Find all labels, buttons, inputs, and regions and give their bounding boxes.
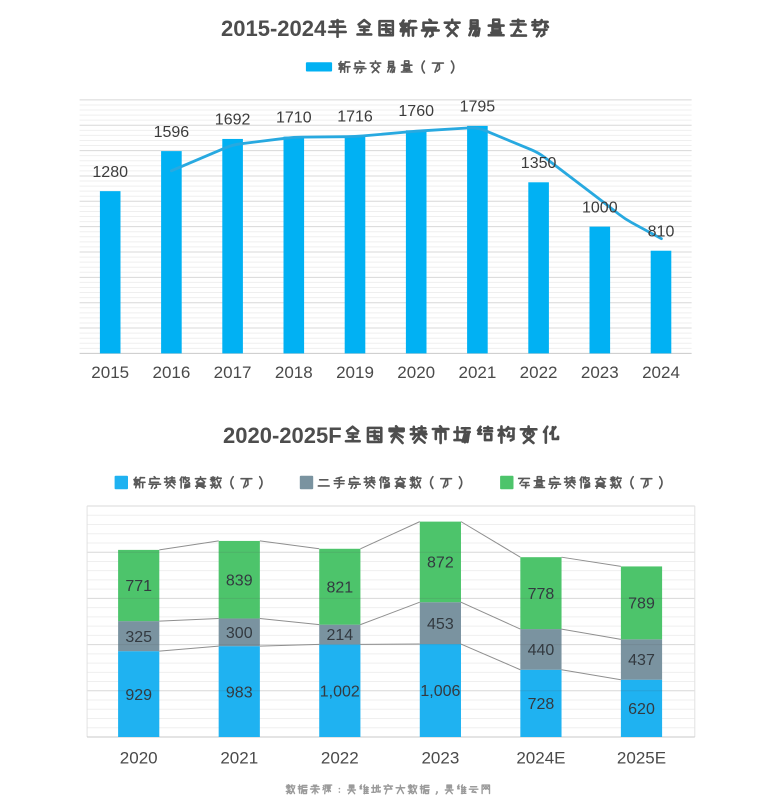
svg-text:300: 300 bbox=[226, 625, 253, 642]
svg-text:2020: 2020 bbox=[120, 749, 158, 768]
svg-text:1000: 1000 bbox=[582, 199, 618, 216]
svg-text:1760: 1760 bbox=[398, 103, 434, 120]
svg-text:821: 821 bbox=[326, 579, 353, 596]
svg-text:2024: 2024 bbox=[642, 363, 680, 382]
svg-text:437: 437 bbox=[628, 652, 655, 669]
svg-text:1692: 1692 bbox=[215, 112, 251, 129]
svg-text:929: 929 bbox=[125, 687, 152, 704]
svg-text:2018: 2018 bbox=[275, 363, 313, 382]
svg-text:771: 771 bbox=[125, 578, 152, 595]
svg-text:839: 839 bbox=[226, 572, 253, 589]
svg-text:2022: 2022 bbox=[520, 363, 558, 382]
svg-text:1350: 1350 bbox=[521, 155, 557, 172]
svg-text:2016: 2016 bbox=[152, 363, 190, 382]
svg-text:2020: 2020 bbox=[397, 363, 435, 382]
svg-text:2017: 2017 bbox=[214, 363, 252, 382]
svg-text:453: 453 bbox=[427, 616, 454, 633]
svg-text:2019: 2019 bbox=[336, 363, 374, 382]
svg-text:778: 778 bbox=[528, 586, 555, 603]
svg-text:1716: 1716 bbox=[337, 109, 373, 126]
svg-text:214: 214 bbox=[326, 627, 353, 644]
svg-text:2023: 2023 bbox=[581, 363, 619, 382]
svg-text:440: 440 bbox=[528, 642, 555, 659]
svg-text:728: 728 bbox=[528, 696, 555, 713]
svg-text:1280: 1280 bbox=[92, 164, 128, 181]
svg-text:1596: 1596 bbox=[154, 124, 190, 141]
svg-text:325: 325 bbox=[125, 629, 152, 646]
svg-text:2020-2025F: 2020-2025F bbox=[223, 423, 342, 448]
svg-text:789: 789 bbox=[628, 596, 655, 613]
svg-text:2015-2024: 2015-2024 bbox=[221, 16, 327, 41]
svg-text:1,002: 1,002 bbox=[320, 683, 360, 700]
svg-text:2022: 2022 bbox=[321, 749, 359, 768]
svg-text:2024E: 2024E bbox=[516, 749, 565, 768]
svg-text:1710: 1710 bbox=[276, 109, 312, 126]
svg-text:1,006: 1,006 bbox=[420, 683, 460, 700]
svg-text:2015: 2015 bbox=[91, 363, 129, 382]
svg-text:2021: 2021 bbox=[220, 749, 258, 768]
svg-text:2023: 2023 bbox=[421, 749, 459, 768]
svg-text:810: 810 bbox=[648, 224, 675, 241]
svg-text:983: 983 bbox=[226, 684, 253, 701]
svg-text:2021: 2021 bbox=[458, 363, 496, 382]
svg-text:1795: 1795 bbox=[460, 99, 496, 116]
svg-text:2025E: 2025E bbox=[617, 749, 666, 768]
svg-text:872: 872 bbox=[427, 555, 454, 572]
svg-text:620: 620 bbox=[628, 701, 655, 718]
